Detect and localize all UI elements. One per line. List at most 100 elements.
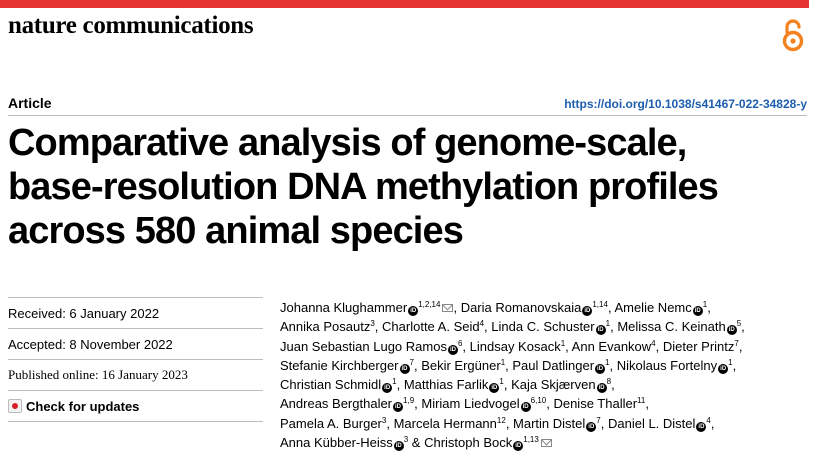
author-separator: , <box>414 396 422 412</box>
author-name[interactable]: Dieter Printz <box>662 338 735 354</box>
author-name[interactable]: Anna Kübber-Heiss <box>280 435 393 451</box>
affiliation-marker: 11 <box>637 396 646 406</box>
check-updates-button[interactable]: Check for updates <box>8 399 139 414</box>
orcid-icon[interactable]: iD <box>382 383 393 394</box>
author-line: Stefanie Kirchberger iD7, Bekir Ergüner1,… <box>280 356 815 375</box>
affiliation-marker: 8 <box>606 377 612 387</box>
author-separator: , <box>738 338 743 354</box>
orcid-icon[interactable]: iD <box>726 325 737 336</box>
author-separator: , <box>462 338 470 354</box>
orcid-icon[interactable]: iD <box>447 344 458 355</box>
orcid-icon[interactable]: iD <box>595 325 606 336</box>
author-name[interactable]: Marcela Hermann <box>393 415 497 431</box>
orcid-icon[interactable]: iD <box>582 306 593 316</box>
author-name[interactable]: Bekir Ergüner <box>421 357 501 373</box>
author-name[interactable]: Lindsay Kosack <box>469 338 561 354</box>
affiliation-marker: 3 <box>370 319 375 329</box>
affiliation-marker: 7 <box>734 338 739 348</box>
author-separator: , <box>484 319 492 335</box>
author-name[interactable]: Christoph Bock <box>424 435 513 451</box>
author-list: Johanna Klughammer iD1,2,14, Daria Romano… <box>280 298 815 452</box>
author-separator: , <box>396 377 404 393</box>
orcid-icon[interactable]: iD <box>399 363 410 374</box>
author-separator: , <box>600 415 608 431</box>
crossmark-icon <box>8 399 22 413</box>
orcid-icon[interactable]: iD <box>520 402 531 413</box>
affiliation-marker: 1,14 <box>592 300 608 309</box>
author-name[interactable]: Amelie Nemc <box>614 300 692 315</box>
affiliation-marker: 4 <box>706 415 711 425</box>
affiliation-marker: 5 <box>736 319 742 329</box>
orcid-icon[interactable]: iD <box>393 441 404 452</box>
author-separator: , <box>741 319 745 335</box>
affiliation-marker: 1 <box>560 338 566 348</box>
author-name[interactable]: Pamela A. Burger <box>280 415 382 431</box>
check-updates-label: Check for updates <box>26 398 140 414</box>
orcid-icon[interactable]: iD <box>393 402 404 413</box>
author-separator: , <box>505 357 513 373</box>
author-line: Johanna Klughammer iD1,2,14, Daria Romano… <box>280 298 815 317</box>
author-name[interactable]: Paul Datlinger <box>512 357 595 373</box>
author-name[interactable]: Linda C. Schuster <box>491 319 595 335</box>
affiliation-marker: 7 <box>596 415 601 425</box>
orcid-icon[interactable]: iD <box>586 421 597 432</box>
orcid-icon[interactable]: iD <box>408 306 419 316</box>
author-name[interactable]: Melissa C. Keinath <box>617 319 726 335</box>
open-access-icon <box>782 19 804 52</box>
affiliation-marker: 7 <box>409 357 414 367</box>
journal-name[interactable]: nature communications <box>8 12 254 39</box>
affiliation-marker: 1,2,14 <box>418 300 441 309</box>
author-name[interactable]: Stefanie Kirchberger <box>280 357 399 373</box>
author-name[interactable]: Juan Sebastian Lugo Ramos <box>280 338 447 354</box>
author-name[interactable]: Annika Posautz <box>280 319 371 335</box>
orcid-icon[interactable]: iD <box>696 421 707 432</box>
author-line: Juan Sebastian Lugo Ramos iD6, Lindsay Ko… <box>280 337 815 356</box>
author-name[interactable]: Daniel L. Distel <box>607 415 696 431</box>
author-name[interactable]: Nikolaus Fortelny <box>616 357 718 373</box>
affiliation-marker: 6 <box>457 338 463 348</box>
accepted-date: Accepted: 8 November 2022 <box>8 328 263 359</box>
email-icon[interactable] <box>442 304 454 312</box>
author-name[interactable]: Charlotte A. Seid <box>382 319 480 335</box>
author-separator: , <box>607 300 615 315</box>
author-name[interactable]: Christian Schmidl <box>280 377 382 393</box>
author-name[interactable]: Andreas Bergthaler <box>280 396 393 412</box>
orcid-icon[interactable]: iD <box>513 441 524 452</box>
author-name[interactable]: Miriam Liedvogel <box>421 396 520 412</box>
affiliation-marker: 1 <box>728 357 733 367</box>
author-separator: , <box>453 300 461 315</box>
published-date: Published online: 16 January 2023 <box>8 359 263 390</box>
author-name[interactable]: Martin Distel <box>513 415 586 431</box>
affiliation-marker: 1 <box>499 377 504 387</box>
orcid-icon[interactable]: iD <box>596 383 607 394</box>
author-separator: & <box>408 435 425 451</box>
author-separator: , <box>609 357 617 373</box>
title-line: across 580 animal species <box>8 210 464 252</box>
author-name[interactable]: Denise Thaller <box>553 396 638 412</box>
author-separator: , <box>645 396 649 412</box>
author-separator: , <box>655 338 663 354</box>
author-separator: , <box>610 319 618 335</box>
author-separator: , <box>374 319 383 335</box>
orcid-icon[interactable]: iD <box>489 383 500 394</box>
author-separator: , <box>386 415 394 431</box>
orcid-icon[interactable]: iD <box>692 306 703 316</box>
affiliation-marker: 3 <box>381 415 387 425</box>
title-line: Comparative analysis of genome-scale, <box>8 122 687 164</box>
author-name[interactable]: Kaja Skjærven <box>511 377 596 393</box>
author-name[interactable]: Ann Evankow <box>571 338 652 354</box>
email-icon[interactable] <box>540 439 552 448</box>
author-separator: , <box>710 415 715 431</box>
doi-link[interactable]: https://doi.org/10.1038/s41467-022-34828… <box>564 97 807 111</box>
author-name[interactable]: Johanna Klughammer <box>280 300 408 315</box>
affiliation-marker: 1 <box>500 357 506 367</box>
affiliation-marker: 1 <box>392 377 397 387</box>
orcid-icon[interactable]: iD <box>718 363 729 374</box>
author-name[interactable]: Daria Romanovskaia <box>460 300 582 315</box>
author-name[interactable]: Matthias Farlik <box>403 377 489 393</box>
orcid-icon[interactable]: iD <box>595 363 606 374</box>
title-line: base-resolution DNA methylation profiles <box>8 166 719 208</box>
author-line: Anna Kübber-Heiss iD3 & Christoph Bock iD1… <box>280 433 815 452</box>
author-line: Annika Posautz3, Charlotte A. Seid4, Lin… <box>280 317 815 336</box>
author-separator: , <box>503 377 512 393</box>
